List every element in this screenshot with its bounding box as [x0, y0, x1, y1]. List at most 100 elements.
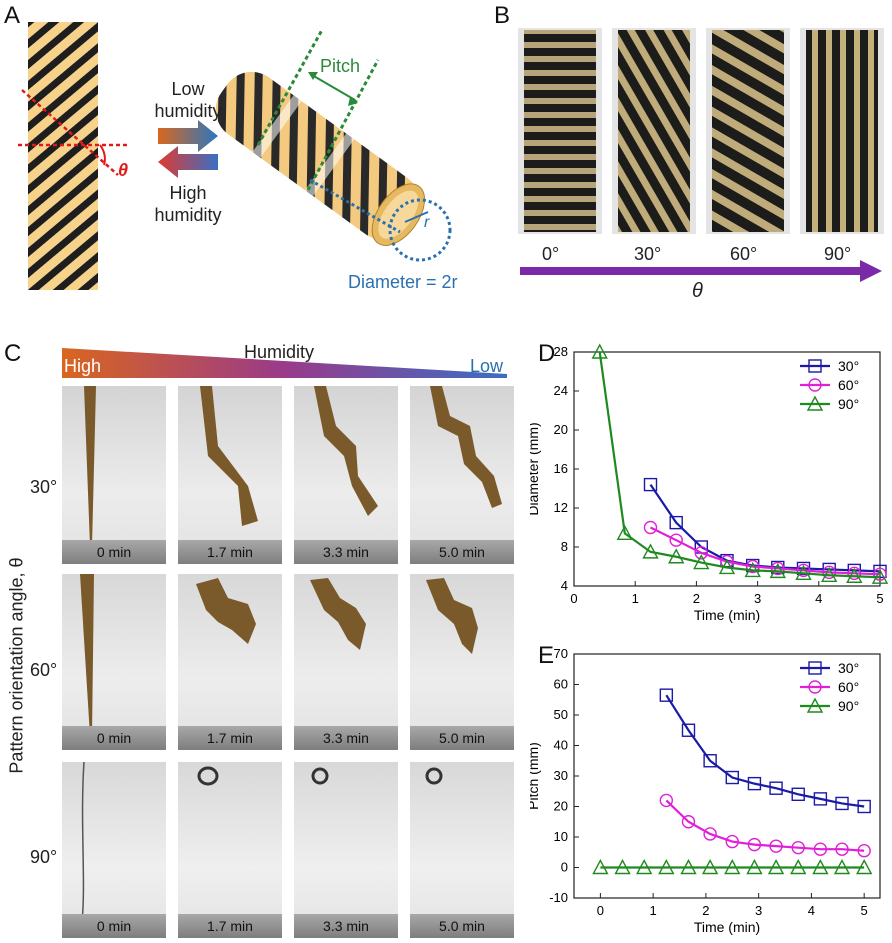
photo-60-0min: 0 min	[62, 574, 166, 750]
high-humidity-arrow	[158, 146, 218, 178]
time-label: 5.0 min	[410, 726, 514, 750]
time-label: 5.0 min	[410, 914, 514, 938]
time-label: 0 min	[62, 726, 166, 750]
data-point	[873, 567, 887, 582]
data-point	[591, 343, 608, 359]
strip-30deg	[618, 30, 690, 232]
y-tick-label: 20	[554, 422, 568, 437]
data-point	[725, 770, 739, 785]
y-tick-label: 40	[554, 738, 568, 753]
radius-symbol: r	[424, 214, 430, 231]
x-axis-label: Time (min)	[694, 919, 760, 935]
data-point	[725, 834, 739, 849]
data-point	[857, 844, 871, 858]
legend-marker	[806, 395, 824, 411]
pitch-arrow	[311, 74, 356, 101]
data-point	[791, 787, 805, 802]
stripe-direction-line	[21, 89, 119, 176]
humidity-low-label: Low	[470, 356, 504, 376]
time-label: 1.7 min	[178, 726, 282, 750]
y-tick-label: 20	[554, 799, 568, 814]
data-point	[643, 477, 658, 492]
theta-axis-label: θ	[692, 280, 703, 302]
data-point	[659, 688, 674, 702]
time-label: 0 min	[62, 914, 166, 938]
pitch-chart: 0 1 2 3 4 5 -10 0 10 20 30 40 50 60 70 Time (min) Pitch …	[530, 646, 881, 935]
data-point	[846, 567, 863, 583]
data-point	[592, 859, 609, 875]
data-point	[746, 859, 763, 875]
x-tick-label: 0	[570, 591, 577, 606]
x-tick-label: 4	[815, 591, 822, 606]
panel-b-label: B	[494, 2, 511, 29]
pitch-line-left	[256, 29, 324, 146]
theta-arrow-head	[860, 260, 882, 282]
panel-a-figure	[18, 22, 452, 290]
panel-c-label: C	[4, 340, 22, 367]
data-point	[812, 859, 829, 875]
x-tick-label: 5	[876, 591, 883, 606]
y-tick-label: 24	[554, 383, 568, 398]
time-label: 1.7 min	[178, 540, 282, 564]
photo-30-0min: 0 min	[62, 386, 166, 564]
data-point	[769, 781, 783, 795]
time-label: 3.3 min	[294, 726, 398, 750]
data-point	[857, 799, 871, 814]
data-point	[835, 796, 849, 811]
data-point	[821, 566, 838, 582]
panel-b-figure	[518, 28, 884, 282]
series-line	[665, 694, 865, 808]
legend-label: 30°	[838, 660, 859, 676]
data-point	[703, 754, 717, 768]
y-tick-label: -10	[549, 890, 568, 905]
data-point	[833, 859, 851, 875]
strip-60deg	[712, 30, 784, 232]
diameter-label: Diameter = 2r	[348, 272, 458, 292]
y-tick-label: 60	[554, 677, 568, 692]
x-tick-label: 3	[755, 903, 762, 918]
data-point	[658, 859, 675, 875]
row-label-60: 60°	[30, 660, 58, 680]
series-line	[665, 799, 865, 852]
photo-90-5.0min: 5.0 min	[410, 762, 514, 938]
row-label-30: 30°	[30, 477, 58, 497]
data-point	[769, 562, 786, 579]
legend-marker	[806, 697, 824, 713]
y-axis-label: Pitch (mm)	[530, 742, 541, 810]
y-tick-label: 50	[554, 707, 568, 722]
data-point	[693, 554, 710, 570]
data-point	[681, 723, 696, 737]
x-tick-label: 5	[861, 903, 868, 918]
time-label: 3.3 min	[294, 540, 398, 564]
striped-strip	[28, 22, 98, 290]
panel-e-label: E	[538, 642, 555, 669]
photo-90-3.3min: 3.3 min	[294, 762, 398, 938]
data-point	[771, 561, 785, 576]
diameter-circle	[388, 198, 452, 262]
humidity-title: Humidity	[244, 342, 315, 362]
photo-30-1.7min: 1.7 min	[178, 386, 282, 564]
data-point	[643, 520, 658, 535]
data-point	[856, 859, 873, 875]
photo-30-3.3min: 3.3 min	[294, 386, 398, 564]
data-point	[616, 524, 633, 541]
y-tick-label: 8	[561, 539, 568, 554]
photo-90-1.7min: 1.7 min	[178, 762, 282, 938]
data-point	[701, 859, 719, 875]
data-point	[835, 842, 849, 856]
data-point	[668, 548, 685, 564]
data-point	[871, 568, 889, 584]
plot-frame	[573, 653, 881, 899]
data-point	[790, 859, 807, 875]
y-tick-label: 0	[561, 860, 568, 875]
data-point	[791, 840, 805, 855]
theta-arrow-shaft	[520, 267, 860, 275]
x-tick-label: 2	[702, 903, 709, 918]
angle-label-0: 0°	[542, 244, 560, 264]
x-axis-label: Time (min)	[694, 607, 760, 623]
x-tick-label: 0	[597, 903, 604, 918]
data-point	[681, 815, 696, 829]
strip-0deg	[524, 30, 596, 232]
x-tick-label: 1	[650, 903, 657, 918]
